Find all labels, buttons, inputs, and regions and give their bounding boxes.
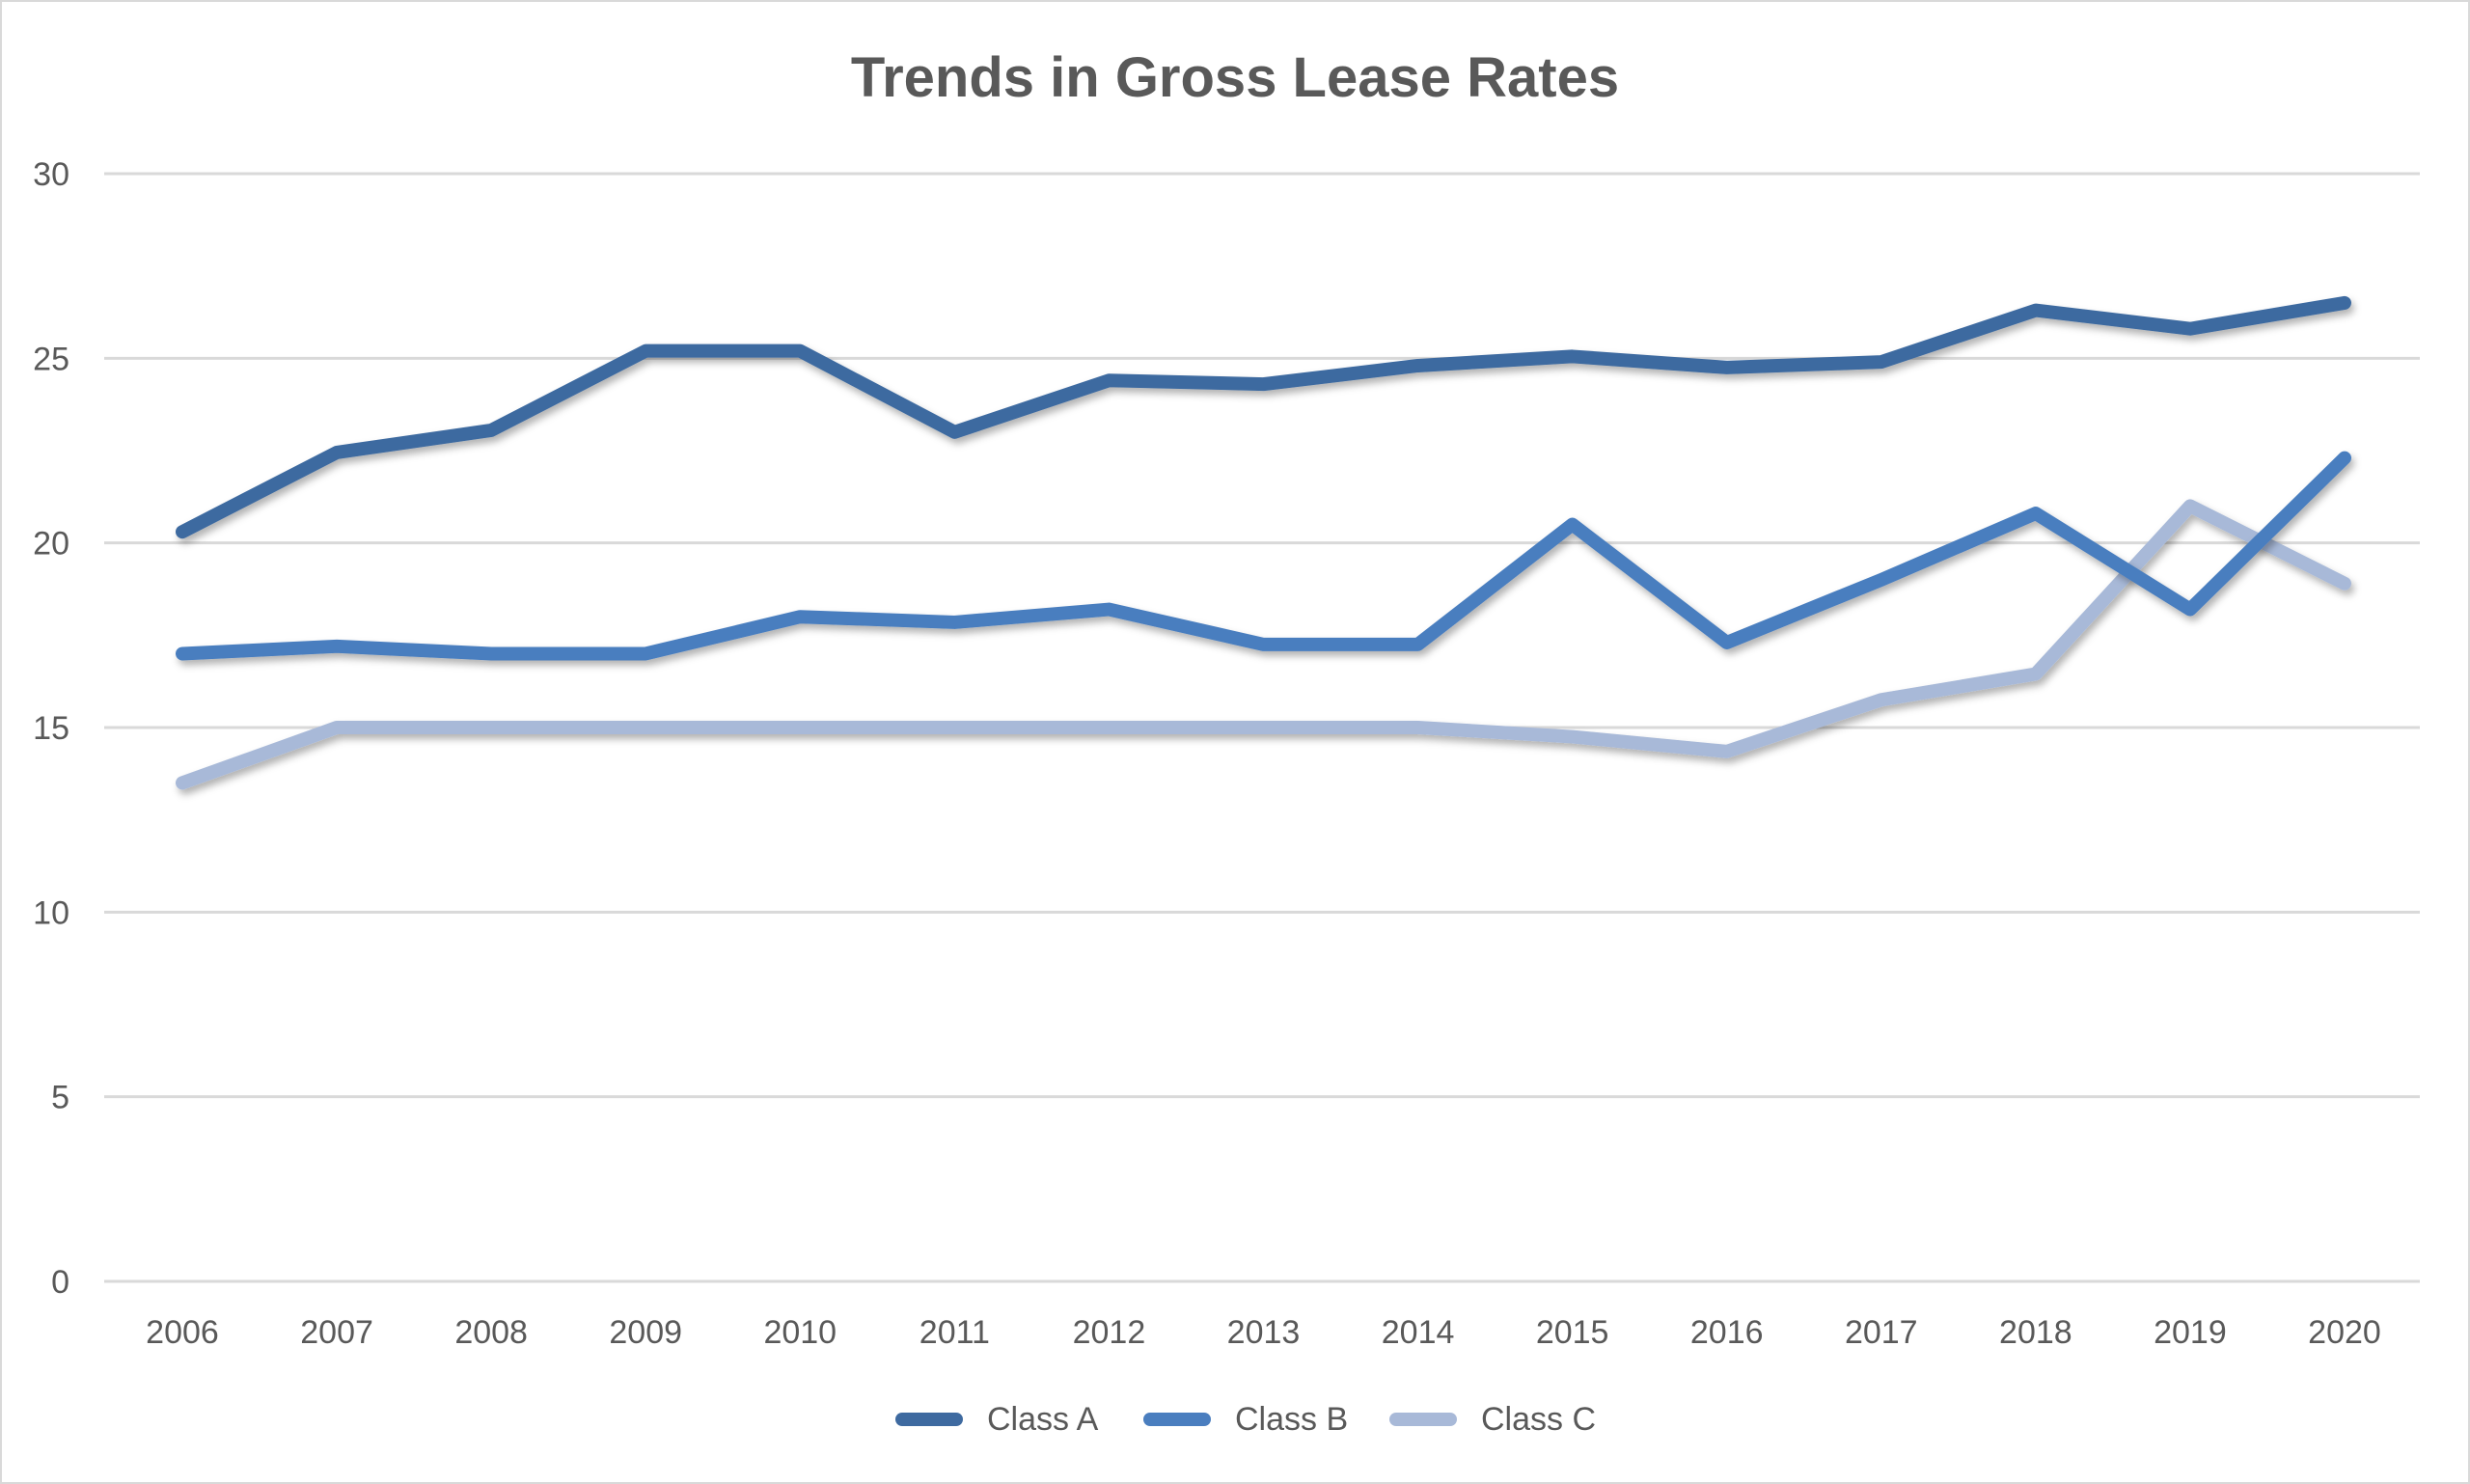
legend-item: Class B [1143, 1401, 1348, 1438]
x-tick-label: 2020 [2308, 1314, 2381, 1351]
x-tick-label: 2014 [1382, 1314, 1455, 1351]
x-tick-label: 2011 [919, 1314, 990, 1351]
x-tick-label: 2019 [2154, 1314, 2227, 1351]
x-tick-label: 2017 [1845, 1314, 1918, 1351]
legend-label: Class B [1235, 1401, 1348, 1438]
x-tick-label: 2010 [763, 1314, 837, 1351]
x-tick-label: 2008 [454, 1314, 528, 1351]
y-tick-label: 15 [33, 710, 69, 747]
x-tick-label: 2009 [609, 1314, 682, 1351]
x-tick-label: 2012 [1073, 1314, 1146, 1351]
x-tick-label: 2006 [146, 1314, 219, 1351]
legend-item: Class A [895, 1401, 1099, 1438]
y-tick-label: 5 [51, 1080, 69, 1116]
x-tick-label: 2015 [1536, 1314, 1609, 1351]
x-tick-label: 2016 [1690, 1314, 1764, 1351]
series-line-class-b [176, 451, 2351, 661]
y-tick-label: 10 [33, 894, 69, 931]
y-tick-label: 0 [51, 1264, 69, 1301]
series-line-class-c [176, 499, 2351, 790]
y-tick-label: 25 [33, 341, 69, 377]
series-line-class-a [176, 295, 2351, 539]
y-tick-label: 20 [33, 526, 69, 563]
chart-title: Trends in Gross Lease Rates [851, 46, 1619, 109]
x-tick-label: 2007 [300, 1314, 373, 1351]
legend-label: Class C [1481, 1401, 1596, 1438]
x-tick-label: 2018 [1999, 1314, 2072, 1351]
legend-item: Class C [1389, 1401, 1596, 1438]
y-tick-label: 30 [33, 156, 69, 193]
legend-label: Class A [987, 1401, 1099, 1438]
x-tick-label: 2013 [1227, 1314, 1301, 1351]
